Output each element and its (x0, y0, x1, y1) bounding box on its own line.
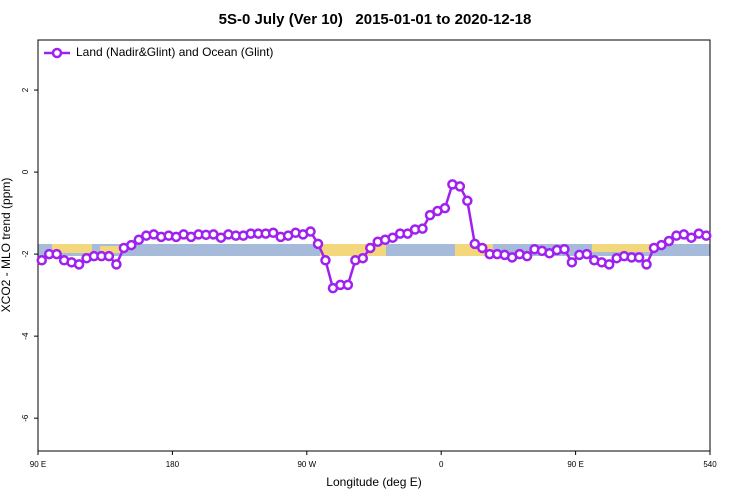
data-point (477, 242, 488, 254)
data-point (267, 227, 279, 239)
y-tick-label: -6 (21, 414, 30, 422)
data-point (424, 209, 436, 221)
data-point (126, 239, 137, 251)
data-point (462, 195, 473, 207)
data-point (656, 239, 667, 251)
land-patch (592, 244, 650, 252)
data-point (365, 242, 376, 254)
data-point (357, 252, 369, 264)
data-point (603, 259, 615, 270)
data-point (387, 232, 398, 243)
data-point (566, 257, 578, 268)
land-patch (52, 244, 92, 253)
x-tick-label: 90 E (30, 460, 46, 469)
data-point (701, 230, 712, 241)
data-point (51, 248, 62, 260)
data-point (103, 250, 115, 262)
legend-label: Land (Nadir&Glint) and Ocean (Glint) (76, 45, 273, 59)
land-patch (100, 246, 122, 253)
chart-title: 5S-0 July (Ver 10) 2015-01-01 to 2020-12… (219, 11, 532, 28)
x-axis-label: Longitude (deg E) (326, 475, 421, 489)
data-point (402, 228, 413, 239)
data-point (581, 248, 593, 260)
data-point (663, 235, 675, 247)
y-tick-label: -2 (21, 250, 30, 258)
data-point (469, 238, 481, 250)
legend-marker (51, 47, 63, 59)
data-point (454, 181, 466, 192)
x-tick-label: 0 (439, 460, 444, 469)
data-point (111, 259, 122, 270)
data-point (633, 252, 645, 263)
data-point (73, 259, 85, 270)
x-tick-label: 90 W (297, 460, 316, 469)
data-point (521, 250, 533, 262)
y-tick-label: 0 (21, 169, 30, 174)
data-point (320, 255, 331, 266)
x-tick-label: 180 (166, 460, 180, 469)
y-axis-label: XCO2 - MLO trend (ppm) (0, 178, 13, 313)
data-point (312, 238, 324, 250)
data-point (305, 226, 316, 237)
data-point (36, 255, 47, 266)
plot-frame (37, 39, 711, 452)
data-point (641, 259, 652, 270)
y-tick-label: 2 (21, 87, 30, 92)
data-point (417, 223, 428, 234)
data-point (686, 232, 697, 243)
x-tick-label: 540 (703, 460, 717, 469)
y-tick-label: -4 (21, 332, 30, 340)
data-point (559, 243, 570, 255)
data-point (439, 202, 451, 214)
data-point (342, 279, 354, 291)
x-tick-label: 90 E (567, 460, 583, 469)
data-point (133, 234, 145, 246)
